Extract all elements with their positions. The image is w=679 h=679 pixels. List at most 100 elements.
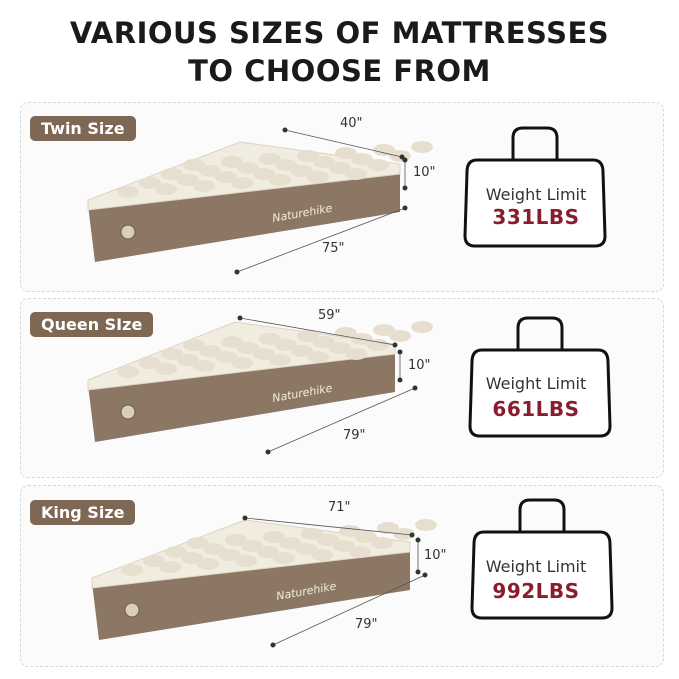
mattress-coil [373,324,395,336]
mattress-coil [313,336,335,348]
mattress-coil [117,186,139,198]
mattress-coil [161,168,183,180]
mattress-coil [263,531,285,543]
mattress-coil [291,345,313,357]
weight-bag-icon [468,348,612,438]
air-pump-icon [120,404,136,420]
width-label-twin: 40" [340,116,363,131]
size-tag-queen: Queen SIze [30,312,154,337]
air-pump-icon [120,224,136,240]
dimension-endpoint [415,569,421,575]
dimension-line [244,517,413,536]
mattress-coil [301,528,323,540]
page-title-line-1: VARIOUS SIZES OF MATTRESSES [69,16,610,50]
mattress-coil [203,543,225,555]
dimension-line [272,574,426,646]
dimension-endpoint [265,449,271,455]
dimension-line [239,317,396,346]
mattress-coil [253,168,275,180]
mattress-coil [367,159,389,171]
mattress-side [88,172,400,262]
weight-limit-value-king: 992LBS [492,579,580,603]
mattress-coil [411,321,433,333]
mattress-coil [155,363,177,375]
mattress-coil [187,537,209,549]
mattress-coil [297,330,319,342]
mattress-coil [269,354,291,366]
mattress-coil [159,561,181,573]
mattress-coil [221,156,243,168]
dimension-endpoint [397,377,403,383]
mattress-coil [155,183,177,195]
mattress-coil [273,552,295,564]
dimension-endpoint [242,515,248,521]
weight-limit-label-queen: Weight Limit [485,374,587,393]
mattress-coil [231,357,253,369]
dimension-endpoint [234,269,240,275]
mattress-coil [333,540,355,552]
length-label-king: 79" [355,617,378,632]
mattress-coil [259,153,281,165]
dimension-endpoint [392,342,398,348]
mattress-coil [307,171,329,183]
mattress-coil [117,366,139,378]
mattress-coil [335,147,357,159]
mattress-coil [345,348,367,360]
mattress-coil [335,327,357,339]
weight-limit-label-king: Weight Limit [485,557,587,576]
size-tag-twin: Twin Size [30,116,136,141]
dimension-endpoint [415,537,421,543]
dimension-endpoint [402,205,408,211]
mattress-coil [297,150,319,162]
mattress-coil [291,165,313,177]
mattress-coil [215,351,237,363]
mattress-coil [235,555,257,567]
width-label-king: 71" [328,500,351,515]
width-label-queen: 59" [318,308,341,323]
length-label-twin: 75" [322,241,345,256]
mattress-coil [193,360,215,372]
mattress-coil [197,558,219,570]
mattress-coil [329,342,351,354]
mattress-coil [339,525,361,537]
mattress-coil [275,159,297,171]
mattress-coil [389,330,411,342]
mattress-coil [181,552,203,564]
mattress-coil [183,159,205,171]
dimension-line [267,387,416,453]
mattress-coil [241,540,263,552]
mattress-coil [253,348,275,360]
bag-handle-icon [518,498,566,532]
dimension-line [284,129,403,158]
page-title-line-2: TO CHOOSE FROM [188,54,491,88]
mattress-coil [121,564,143,576]
dimension-endpoint [409,532,415,538]
mattress-coil [139,357,161,369]
dimension-endpoint [422,572,428,578]
dimension-endpoint [397,349,403,355]
mattress-coil [411,141,433,153]
dimension-endpoint [402,185,408,191]
mattress-coil [139,177,161,189]
mattress-coil [161,348,183,360]
mattress-coil [199,345,221,357]
mattress-coil [177,174,199,186]
mattress-coil [349,546,371,558]
mattress-coil [199,165,221,177]
mattress-coil [345,168,367,180]
mattress-coil [415,519,437,531]
weight-bag-icon [463,158,607,248]
mattress-coil [317,534,339,546]
mattress-coil [257,546,279,558]
mattress-coil [259,333,281,345]
weight-limit-value-twin: 331LBS [492,205,580,229]
bag-handle-icon [516,316,564,350]
size-tag-king: King Size [30,500,136,525]
mattress-coil [177,354,199,366]
mattress-coil [193,180,215,192]
mattress-coil [237,162,259,174]
weight-limit-value-queen: 661LBS [492,397,580,421]
height-label-queen: 10" [408,358,431,373]
mattress-coil [373,144,395,156]
